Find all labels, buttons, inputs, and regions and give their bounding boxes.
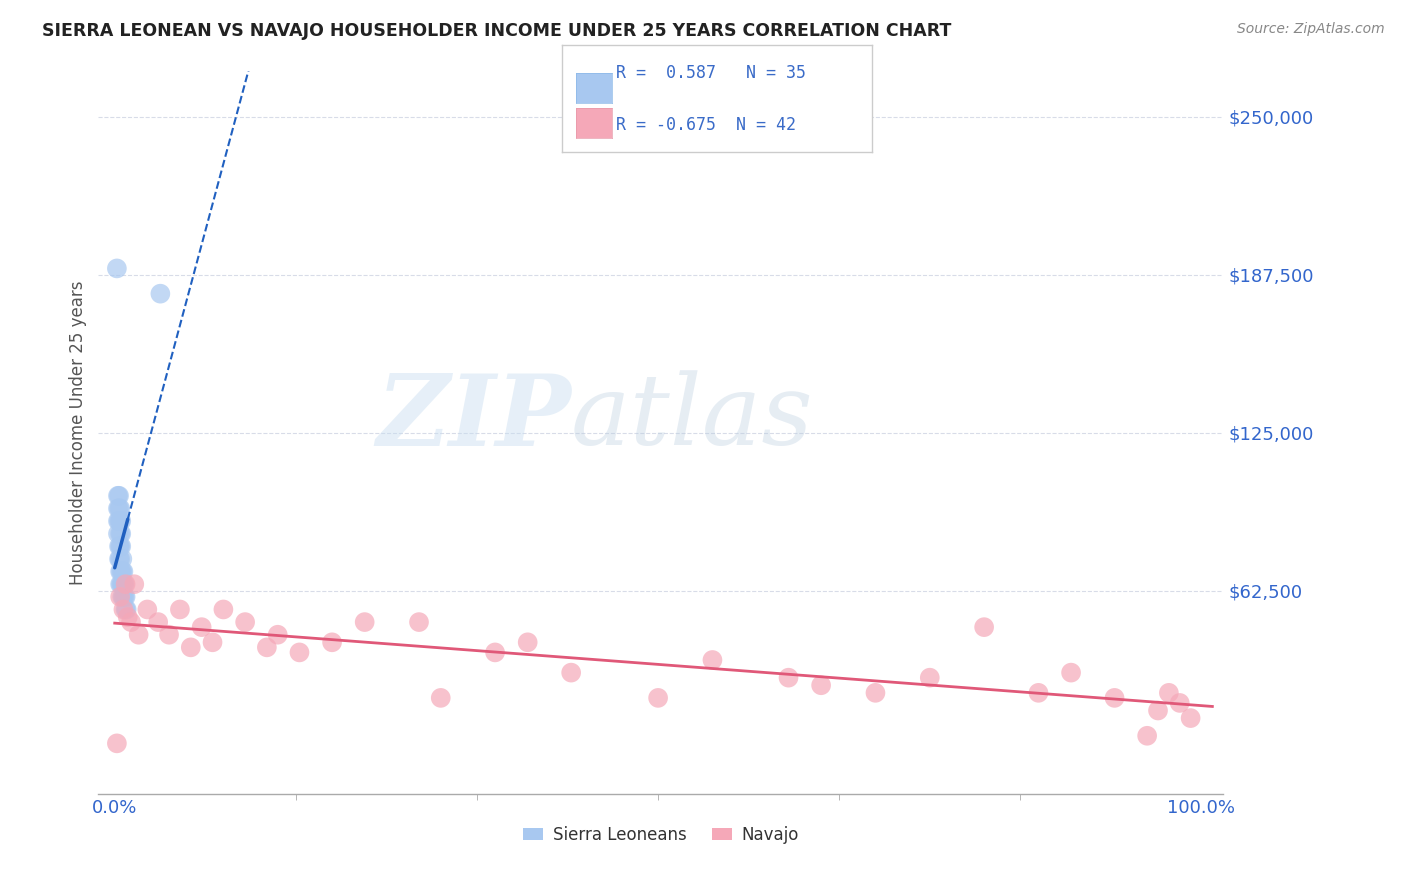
Point (1136, 729, 1159, 743)
Point (108, 552, 131, 566)
Point (408, 615, 430, 629)
Point (114, 590, 136, 604)
Point (108, 489, 131, 503)
Point (124, 577, 146, 591)
Point (105, 261, 128, 276)
Point (111, 552, 134, 566)
Point (516, 635, 538, 649)
Text: ZIP: ZIP (375, 370, 571, 467)
Point (149, 286, 172, 301)
Point (110, 514, 132, 528)
Point (429, 690, 451, 705)
Point (112, 602, 135, 616)
Point (108, 552, 131, 566)
Point (108, 526, 131, 541)
Point (212, 602, 235, 616)
Point (702, 653, 724, 667)
Point (107, 489, 129, 503)
Point (233, 615, 256, 629)
Point (1147, 704, 1170, 718)
Legend: Sierra Leoneans, Navajo: Sierra Leoneans, Navajo (516, 819, 806, 851)
Point (120, 615, 142, 629)
Point (107, 526, 129, 541)
Point (108, 590, 131, 604)
Point (1060, 665, 1083, 680)
Point (190, 620, 212, 634)
Point (1104, 690, 1126, 705)
Point (647, 690, 669, 705)
Point (110, 526, 132, 541)
Point (560, 665, 582, 680)
Point (1168, 696, 1191, 710)
Point (115, 602, 138, 616)
Y-axis label: Householder Income Under 25 years: Householder Income Under 25 years (69, 280, 87, 585)
Point (112, 590, 135, 604)
Point (107, 514, 129, 528)
Point (111, 565, 134, 579)
Text: SIERRA LEONEAN VS NAVAJO HOUSEHOLDER INCOME UNDER 25 YEARS CORRELATION CHART: SIERRA LEONEAN VS NAVAJO HOUSEHOLDER INC… (42, 22, 952, 40)
Point (1028, 686, 1050, 700)
Point (110, 565, 132, 579)
Point (111, 590, 134, 604)
Point (180, 640, 202, 655)
Point (110, 577, 132, 591)
Point (114, 577, 136, 591)
Point (256, 640, 278, 655)
Point (128, 628, 150, 642)
Text: R =  0.587   N = 35: R = 0.587 N = 35 (616, 64, 806, 82)
Point (201, 635, 224, 649)
Point (114, 602, 136, 616)
Point (288, 645, 311, 659)
Point (108, 501, 131, 516)
Point (484, 645, 506, 659)
Point (148, 615, 170, 629)
Point (114, 590, 136, 604)
Point (778, 671, 800, 685)
Point (1180, 711, 1202, 725)
Point (112, 577, 135, 591)
Point (114, 577, 136, 591)
Point (117, 610, 139, 624)
Point (1157, 686, 1180, 700)
Point (107, 501, 129, 516)
Point (108, 577, 131, 591)
Point (110, 539, 132, 553)
Point (267, 628, 290, 642)
Point (321, 635, 343, 649)
Text: R = -0.675  N = 42: R = -0.675 N = 42 (616, 116, 796, 134)
Text: atlas: atlas (571, 370, 814, 466)
Point (973, 620, 995, 634)
Point (918, 671, 941, 685)
Point (108, 501, 131, 516)
Point (353, 615, 375, 629)
Text: Source: ZipAtlas.com: Source: ZipAtlas.com (1237, 22, 1385, 37)
Point (865, 686, 887, 700)
Point (136, 602, 159, 616)
Point (111, 577, 134, 591)
Point (105, 736, 128, 750)
Point (108, 539, 131, 553)
Point (108, 565, 131, 579)
Point (108, 539, 131, 553)
Point (108, 514, 131, 528)
Point (108, 514, 131, 528)
Point (169, 602, 191, 616)
Point (112, 565, 135, 579)
Point (810, 678, 832, 692)
Point (157, 628, 180, 642)
